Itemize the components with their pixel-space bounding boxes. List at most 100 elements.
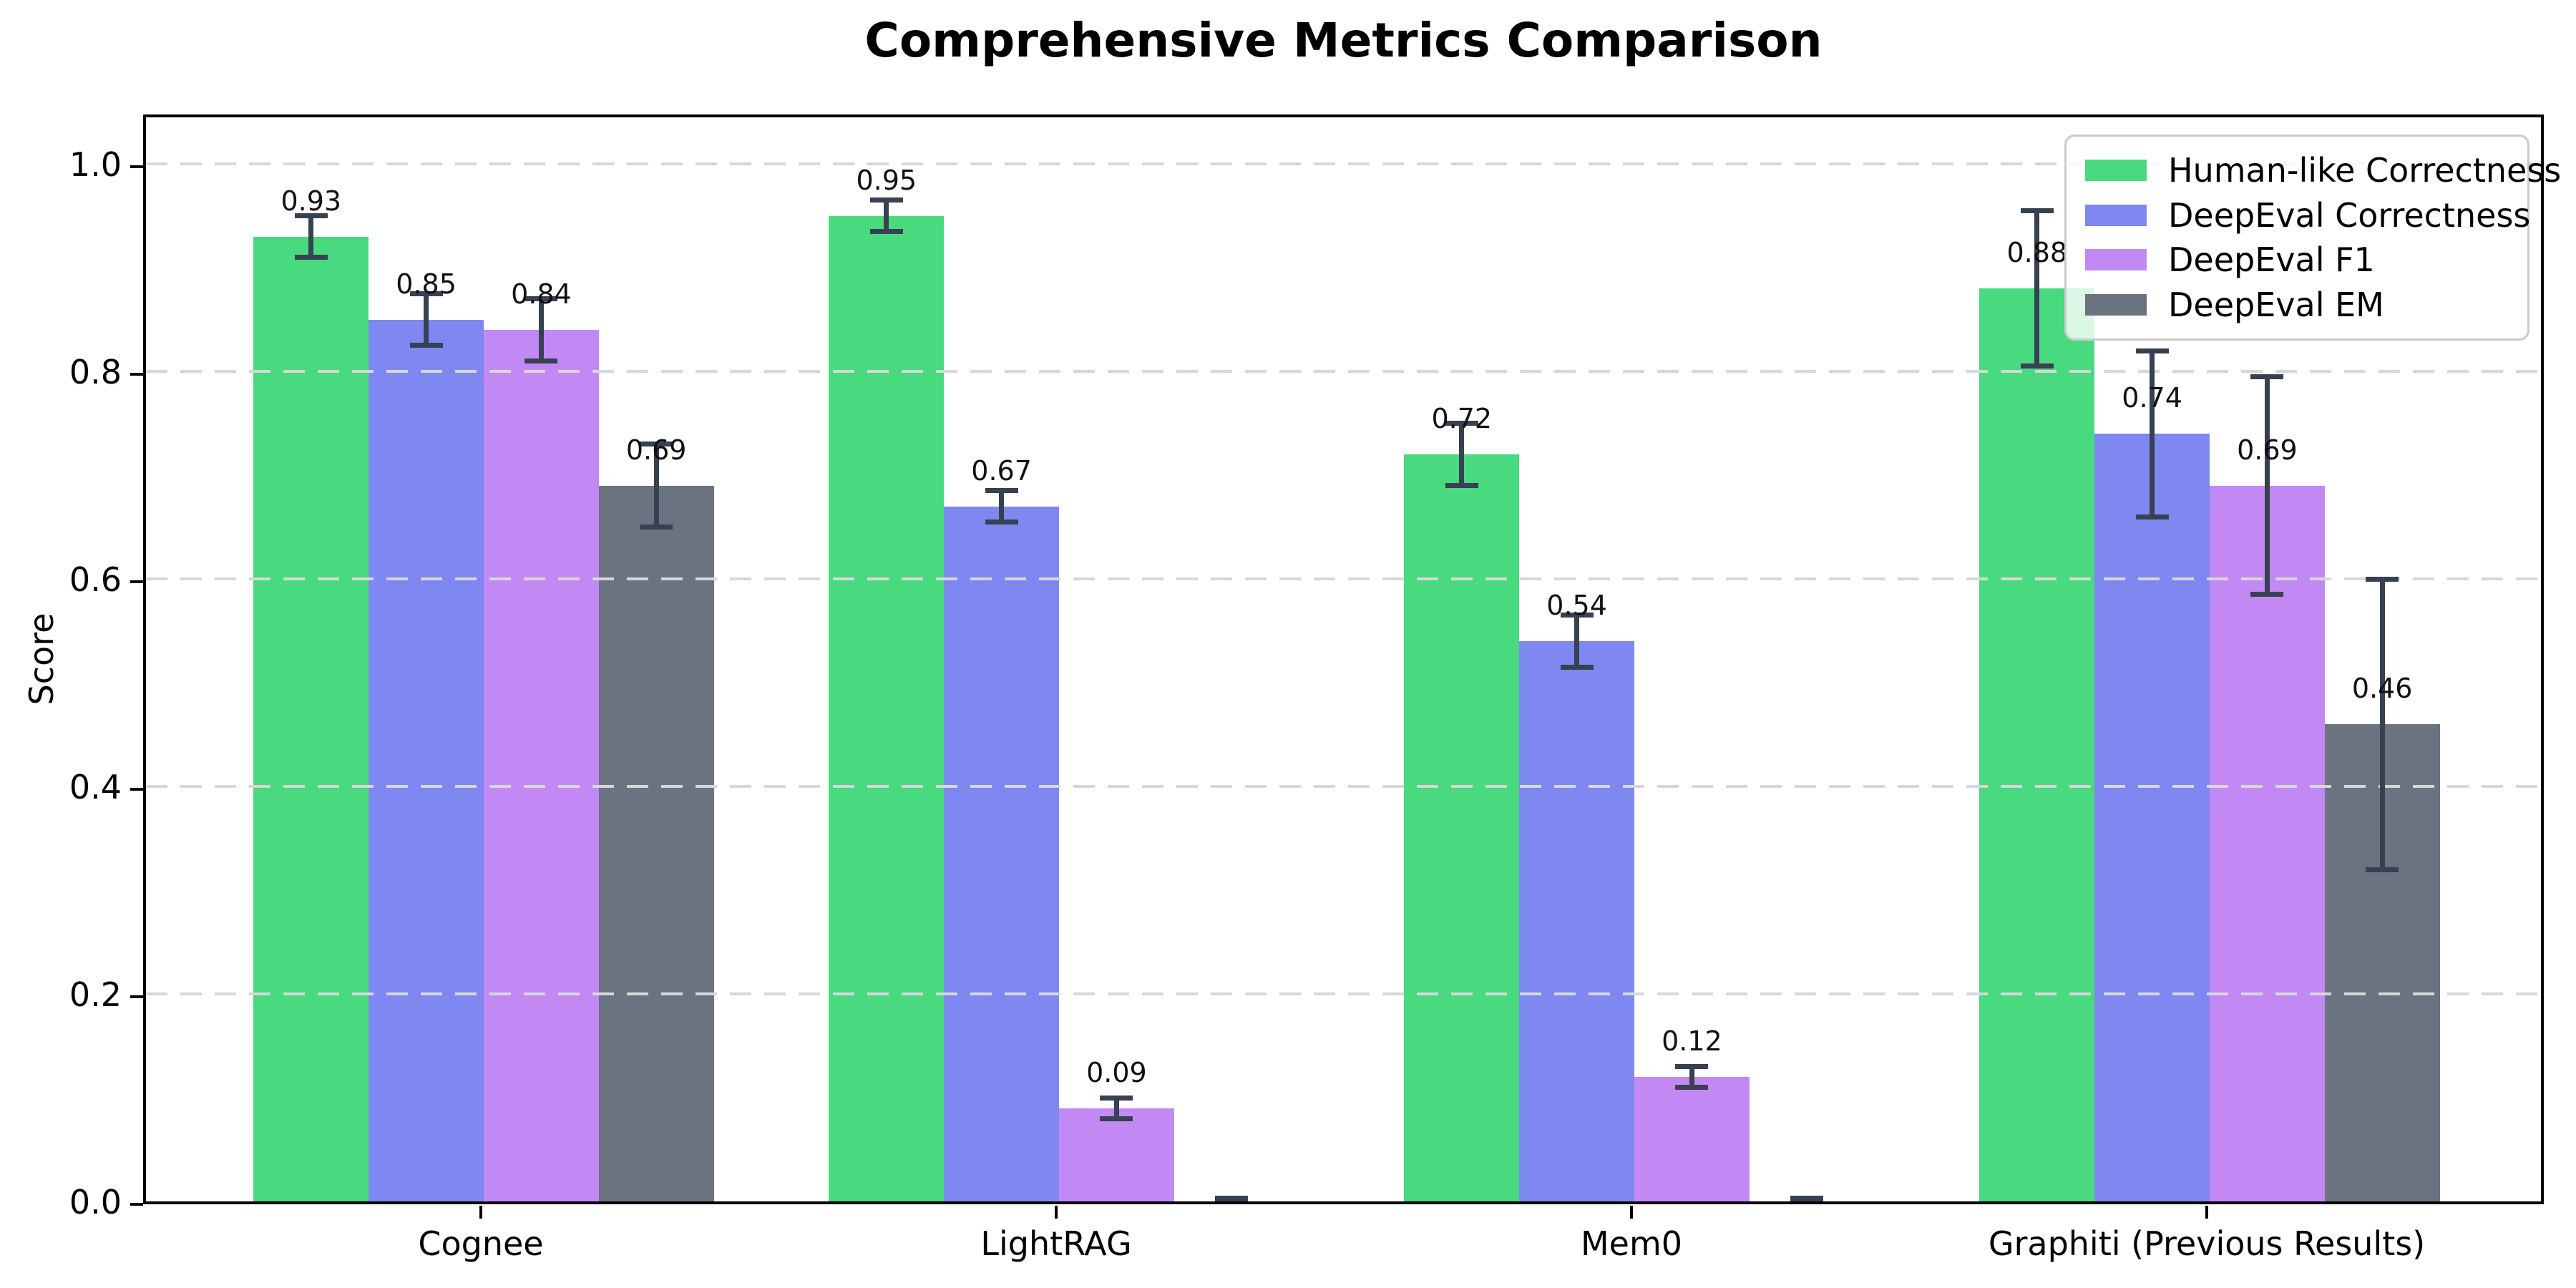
bar	[944, 506, 1060, 1201]
error-bar	[308, 215, 314, 258]
legend-row: Human-like Correctness	[2085, 152, 2561, 189]
error-bar	[424, 293, 429, 346]
y-tick	[130, 788, 143, 791]
error-bar-cap	[869, 197, 903, 203]
value-label: 0.93	[280, 185, 342, 217]
y-tick-label: 0.4	[69, 768, 122, 806]
grid-line	[146, 162, 2541, 165]
x-tick	[1630, 1206, 1633, 1219]
error-bar-cap	[294, 213, 328, 218]
error-bar-cap	[985, 519, 1018, 525]
error-bar-cap	[1675, 1064, 1709, 1069]
y-tick	[130, 580, 143, 583]
error-bar-cap	[2020, 208, 2054, 213]
y-axis-label: Score	[22, 613, 61, 706]
legend-row: DeepEval F1	[2085, 242, 2509, 278]
error-bar	[2150, 351, 2155, 517]
y-tick	[130, 1203, 143, 1206]
grid-line	[146, 785, 2541, 788]
y-tick-label: 0.2	[69, 975, 122, 1014]
legend-label: DeepEval Correctness	[2168, 195, 2531, 235]
legend-swatch	[2085, 294, 2147, 316]
y-tick	[130, 165, 143, 168]
error-bar-cap	[1790, 1196, 1824, 1201]
error-bar-cap	[525, 358, 558, 364]
value-label: 0.12	[1662, 1025, 1722, 1057]
x-tick-label: Mem0	[1580, 1224, 1683, 1263]
value-label: 0.72	[1431, 403, 1493, 434]
error-bar-cap	[640, 525, 673, 530]
error-bar-cap	[2135, 514, 2169, 519]
error-bar-cap	[2250, 374, 2284, 379]
error-bar-cap	[869, 228, 903, 234]
x-tick-label: Cognee	[418, 1224, 544, 1263]
value-label: 0.85	[396, 268, 457, 300]
error-bar-cap	[2366, 576, 2399, 582]
y-tick-label: 1.0	[69, 145, 122, 184]
error-bar	[1113, 1098, 1119, 1118]
error-bar-cap	[1100, 1116, 1133, 1121]
value-label: 0.95	[856, 164, 917, 196]
y-tick-label: 0.6	[69, 560, 122, 599]
value-label: 0.46	[2351, 673, 2413, 704]
value-label: 0.74	[2122, 382, 2182, 414]
plot-area: Human-like Correctness DeepEval Correctne…	[143, 114, 2561, 1204]
bar	[369, 319, 484, 1201]
error-bar-cap	[1560, 664, 1594, 670]
error-bar-cap	[985, 488, 1018, 494]
error-bar	[2034, 210, 2040, 366]
bar	[2209, 485, 2325, 1201]
y-tick	[130, 995, 143, 998]
y-tick-label: 0.8	[69, 353, 122, 391]
bar	[1634, 1077, 1750, 1201]
error-bar-cap	[525, 296, 558, 301]
bar	[1979, 288, 2095, 1201]
value-label: 0.84	[511, 278, 572, 310]
error-bar-cap	[2135, 348, 2169, 353]
legend-row: DeepEval Correctness	[2085, 197, 2530, 234]
x-tick	[2205, 1206, 2208, 1219]
legend-label: Human-like Correctness	[2168, 151, 2562, 190]
bar	[829, 215, 945, 1201]
legend-label: DeepEval EM	[2168, 285, 2384, 324]
x-tick-label: Graphiti (Previous Results)	[1988, 1224, 2426, 1263]
grid-line	[146, 577, 2541, 580]
error-bar	[1459, 423, 1465, 486]
legend-swatch	[2085, 204, 2147, 226]
chart-title: Comprehensive Metrics Comparison	[864, 13, 1823, 68]
error-bar	[653, 444, 659, 527]
legend-label: DeepEval F1	[2168, 240, 2375, 280]
value-label: 0.69	[625, 434, 687, 466]
bar	[598, 485, 714, 1201]
error-bar-cap	[1445, 421, 1478, 426]
error-bar-cap	[1215, 1196, 1249, 1201]
error-bar-cap	[1560, 613, 1594, 618]
error-bar-cap	[1445, 483, 1478, 488]
error-bar	[884, 200, 889, 232]
error-bar	[999, 490, 1005, 522]
grid-line	[146, 992, 2541, 995]
y-tick-label: 0.0	[69, 1183, 122, 1221]
error-bar	[1689, 1066, 1694, 1088]
error-bar-cap	[2366, 867, 2399, 872]
error-bar-cap	[409, 343, 443, 348]
error-bar-cap	[2250, 592, 2284, 597]
y-tick	[130, 373, 143, 376]
error-bar-cap	[294, 255, 328, 260]
bar	[1519, 641, 1635, 1201]
x-tick	[479, 1206, 482, 1219]
bar	[2094, 434, 2210, 1201]
error-bar-cap	[2020, 364, 2054, 369]
value-label: 0.69	[2237, 434, 2298, 466]
value-label: 0.54	[1546, 590, 1607, 621]
x-tick-label: LightRAG	[980, 1224, 1132, 1263]
error-bar	[2264, 376, 2270, 595]
legend: Human-like Correctness DeepEval Correctne…	[2064, 135, 2561, 341]
value-label: 0.09	[1086, 1056, 1147, 1088]
error-bar-cap	[640, 441, 673, 447]
error-bar	[538, 298, 544, 361]
x-tick	[1055, 1206, 1058, 1219]
grid-line	[146, 370, 2541, 373]
value-label: 0.67	[971, 454, 1032, 487]
